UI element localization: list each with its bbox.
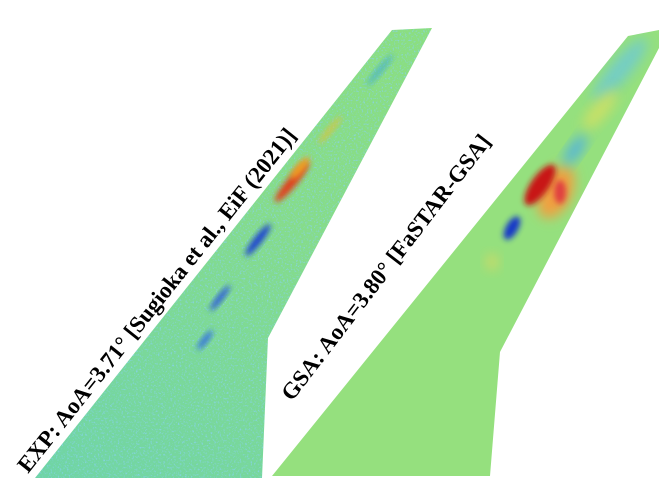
- figure: EXP: AoA=3.71° [Sugioka et al., EiF (202…: [0, 0, 659, 481]
